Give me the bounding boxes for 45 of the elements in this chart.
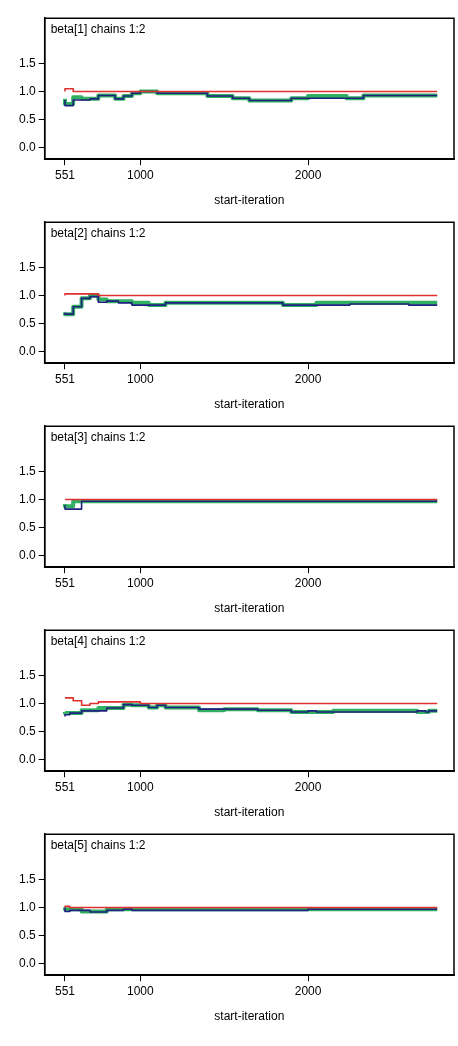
x-tick-label: 1000 (126, 575, 154, 590)
x-tick-label: 2000 (294, 779, 322, 794)
chart-title: beta[1] chains 1:2 (50, 21, 146, 36)
y-tick-label: 0.0 (18, 752, 36, 767)
chart-title: beta[4] chains 1:2 (50, 633, 146, 648)
x-tick-label: 1000 (126, 167, 154, 182)
y-tick-label: 1.0 (18, 695, 36, 710)
chart-title: beta[3] chains 1:2 (50, 429, 146, 444)
y-tick-label: 1.0 (18, 83, 36, 98)
y-tick-label: 0.0 (18, 548, 36, 563)
y-tick-label: 0.5 (18, 520, 36, 535)
x-tick-label: 1000 (126, 779, 154, 794)
y-tick-label: 0.5 (18, 928, 36, 943)
y-tick-label: 0.0 (18, 956, 36, 971)
x-tick-label: 551 (54, 779, 76, 794)
x-tick-label: 1000 (126, 371, 154, 386)
y-tick-label: 1.0 (18, 287, 36, 302)
y-tick-label: 1.5 (18, 259, 36, 274)
x-tick-label: 2000 (294, 371, 322, 386)
y-tick-label: 1.5 (18, 55, 36, 70)
chart-title: beta[2] chains 1:2 (50, 225, 146, 240)
y-tick-label: 0.5 (18, 112, 36, 127)
y-tick-label: 0.5 (18, 316, 36, 331)
y-tick-label: 1.5 (18, 463, 36, 478)
x-tick-label: 1000 (126, 983, 154, 998)
y-tick-label: 1.5 (18, 667, 36, 682)
y-tick-label: 1.0 (18, 899, 36, 914)
x-tick-label: 551 (54, 371, 76, 386)
y-tick-label: 0.0 (18, 344, 36, 359)
x-axis-title: start-iteration (214, 805, 285, 820)
x-tick-label: 551 (54, 575, 76, 590)
y-tick-label: 1.5 (18, 871, 36, 886)
x-tick-label: 2000 (294, 983, 322, 998)
x-axis-title: start-iteration (214, 397, 285, 412)
x-tick-label: 551 (54, 983, 76, 998)
x-axis-title: start-iteration (214, 1009, 285, 1024)
x-tick-label: 551 (54, 167, 76, 182)
y-tick-label: 1.0 (18, 491, 36, 506)
x-tick-label: 2000 (294, 167, 322, 182)
x-tick-label: 2000 (294, 575, 322, 590)
y-tick-label: 0.0 (18, 140, 36, 155)
chart-title: beta[5] chains 1:2 (50, 837, 146, 852)
y-tick-label: 0.5 (18, 724, 36, 739)
x-axis-title: start-iteration (214, 193, 285, 208)
x-axis-title: start-iteration (214, 601, 285, 616)
